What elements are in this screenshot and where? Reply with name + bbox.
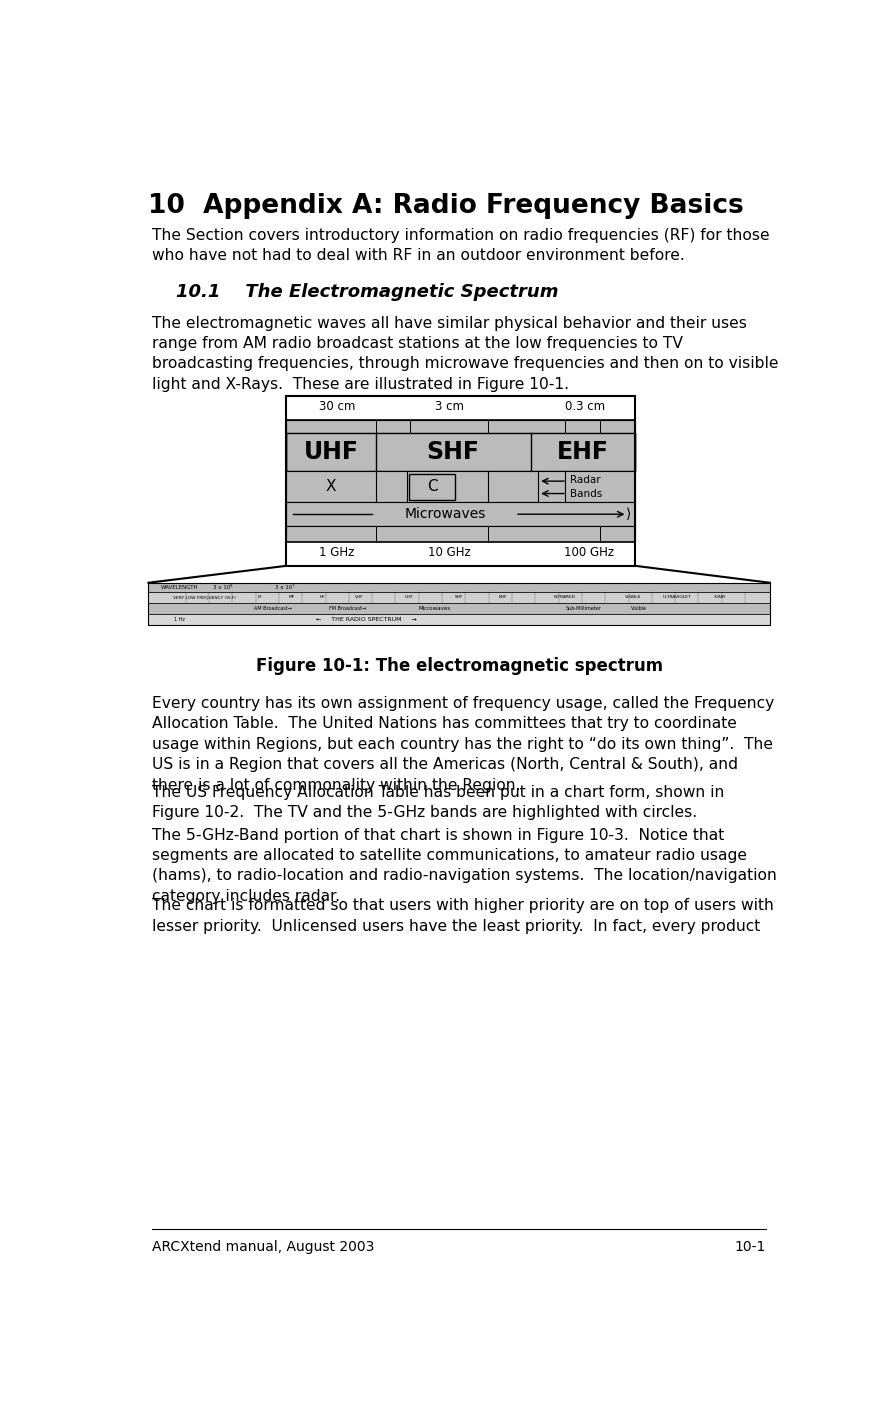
- Text: The chart is formatted so that users with higher priority are on top of users wi: The chart is formatted so that users wit…: [152, 898, 774, 934]
- Text: Microwaves: Microwaves: [418, 605, 451, 611]
- Text: SHF: SHF: [455, 595, 463, 599]
- Text: INFRARED: INFRARED: [554, 595, 576, 599]
- Text: X-RAY: X-RAY: [714, 595, 727, 599]
- Bar: [287, 421, 635, 434]
- Bar: [149, 582, 770, 592]
- Text: HF: HF: [320, 595, 325, 599]
- Text: EHF: EHF: [498, 595, 507, 599]
- Text: 10-1: 10-1: [735, 1240, 766, 1254]
- Text: FM Broadcast→: FM Broadcast→: [329, 605, 366, 611]
- Text: The Section covers introductory information on radio frequencies (RF) for those
: The Section covers introductory informat…: [152, 228, 770, 264]
- Text: ⟩: ⟩: [626, 507, 632, 521]
- Text: Microwaves: Microwaves: [405, 507, 486, 521]
- Bar: [287, 397, 635, 565]
- Text: AM Broadcast→: AM Broadcast→: [254, 605, 292, 611]
- Text: ARCXtend manual, August 2003: ARCXtend manual, August 2003: [152, 1240, 375, 1254]
- Text: ULTRAVIOLET: ULTRAVIOLET: [662, 595, 691, 599]
- Bar: [287, 502, 635, 526]
- Text: 10.1    The Electromagnetic Spectrum: 10.1 The Electromagnetic Spectrum: [176, 283, 558, 302]
- Text: VISIBLE: VISIBLE: [625, 595, 642, 599]
- Text: EHF: EHF: [556, 441, 608, 465]
- Bar: [409, 473, 455, 500]
- Text: 100 GHz: 100 GHz: [564, 546, 614, 560]
- Text: 3 cm: 3 cm: [435, 400, 463, 412]
- Text: The electromagnetic waves all have similar physical behavior and their uses
rang: The electromagnetic waves all have simil…: [152, 316, 779, 391]
- Text: ←     THE RADIO SPECTRUM     →: ← THE RADIO SPECTRUM →: [315, 616, 417, 622]
- Text: Bands: Bands: [570, 489, 602, 499]
- Bar: [287, 434, 635, 472]
- Text: WAVELENGTH: WAVELENGTH: [161, 585, 199, 589]
- Text: 3 x 10⁷: 3 x 10⁷: [275, 585, 295, 589]
- Bar: [287, 472, 635, 502]
- Text: 30 cm: 30 cm: [319, 400, 355, 412]
- Text: LF: LF: [258, 595, 263, 599]
- Text: C: C: [426, 479, 437, 495]
- Text: 0.3 cm: 0.3 cm: [564, 400, 605, 412]
- Bar: [149, 602, 770, 614]
- Text: Figure 10-1: The electromagnetic spectrum: Figure 10-1: The electromagnetic spectru…: [255, 657, 663, 676]
- Text: 10  Appendix A: Radio Frequency Basics: 10 Appendix A: Radio Frequency Basics: [149, 193, 745, 220]
- Text: Visible: Visible: [632, 605, 648, 611]
- Text: 1 Hz: 1 Hz: [174, 616, 185, 622]
- Text: X: X: [325, 479, 336, 495]
- Text: Radar: Radar: [570, 475, 600, 485]
- Text: UHF: UHF: [405, 595, 414, 599]
- Text: The 5-GHz-Band portion of that chart is shown in Figure 10-3.  Notice that
segme: The 5-GHz-Band portion of that chart is …: [152, 828, 777, 904]
- Text: VHF: VHF: [356, 595, 364, 599]
- Text: Every country has its own assignment of frequency usage, called the Frequency
Al: Every country has its own assignment of …: [152, 696, 774, 792]
- Text: UHF: UHF: [304, 441, 358, 465]
- Bar: [149, 614, 770, 625]
- Bar: [287, 541, 635, 565]
- Bar: [287, 397, 635, 421]
- Bar: [149, 592, 770, 602]
- Text: Sub-Millimeter: Sub-Millimeter: [565, 605, 601, 611]
- Text: 10 GHz: 10 GHz: [427, 546, 470, 560]
- Text: SHF: SHF: [426, 441, 479, 465]
- Bar: [287, 526, 635, 541]
- Bar: [149, 582, 770, 625]
- Text: 3 x 10⁸: 3 x 10⁸: [213, 585, 233, 589]
- Text: 1 GHz: 1 GHz: [319, 546, 355, 560]
- Text: MF: MF: [289, 595, 295, 599]
- Text: VERY LOW FREQUENCY (VLF): VERY LOW FREQUENCY (VLF): [173, 595, 236, 599]
- Text: The US Frequency Allocation Table has been put in a chart form, shown in
Figure : The US Frequency Allocation Table has be…: [152, 785, 725, 820]
